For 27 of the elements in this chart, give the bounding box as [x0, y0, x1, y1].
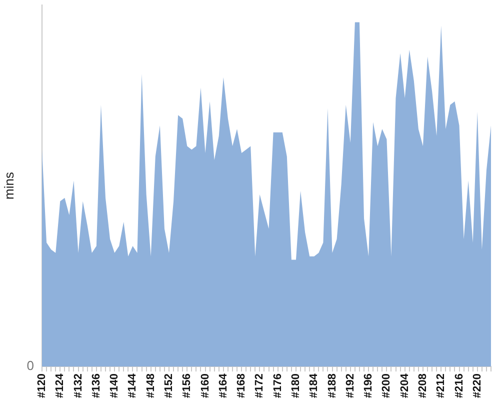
- x-tick-label: #120: [36, 374, 48, 398]
- x-tick-label: #172: [254, 374, 266, 398]
- x-tick-label: #184: [308, 372, 320, 398]
- x-tick-label: #212: [435, 374, 448, 398]
- x-tick-label: #152: [163, 374, 176, 398]
- x-tick-label: #160: [199, 374, 212, 398]
- x-tick-label: #200: [380, 374, 393, 398]
- x-tick-label: #208: [417, 374, 429, 398]
- x-tick-label: #216: [453, 374, 466, 398]
- x-tick-label: #144: [126, 372, 139, 398]
- text: 0: [26, 358, 34, 374]
- x-tick-label: #124: [54, 372, 66, 398]
- x-tick-label: #140: [108, 374, 121, 398]
- x-tick-label: #204: [398, 372, 411, 398]
- x-tick-label: #192: [344, 374, 356, 398]
- x-tick-label: #148: [144, 374, 157, 398]
- x-tick-label: #180: [290, 374, 302, 398]
- x-tick-label: #176: [272, 374, 284, 398]
- x-tick-label: #156: [181, 374, 194, 398]
- x-tick-label: #196: [362, 374, 375, 398]
- x-tick-label: #164: [217, 372, 230, 398]
- x-tick-label: #220: [471, 374, 484, 398]
- x-tick-label: #136: [90, 374, 102, 398]
- x-tick-label: #132: [72, 374, 84, 398]
- y-axis-title: mins: [1, 172, 16, 200]
- x-tick-label: #188: [326, 374, 338, 398]
- x-tick-label: #168: [236, 374, 248, 398]
